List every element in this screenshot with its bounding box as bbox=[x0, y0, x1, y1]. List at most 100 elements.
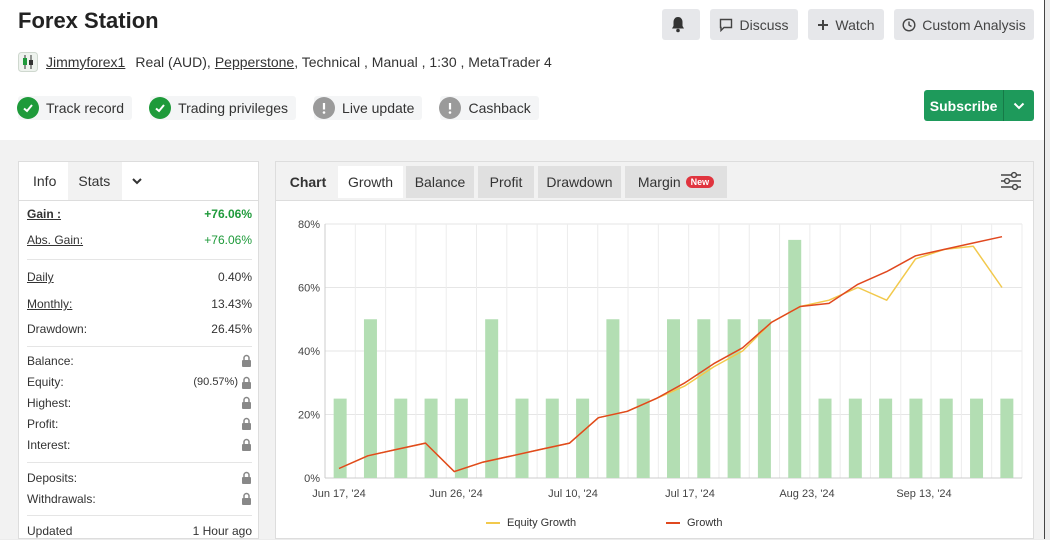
legend-equity-growth[interactable]: Equity Growth bbox=[486, 517, 576, 529]
x-tick-label: Jul 10, '24 bbox=[548, 488, 598, 500]
badge-live-update[interactable]: Live update bbox=[313, 96, 423, 120]
stat-gain: Gain : +76.06% bbox=[27, 207, 252, 221]
lock-icon bbox=[242, 396, 251, 409]
badge-label: Cashback bbox=[468, 100, 531, 116]
stat-daily: Daily 0.40% bbox=[27, 270, 252, 284]
y-tick-label: 20% bbox=[298, 410, 320, 422]
stat-deposits: Deposits: bbox=[27, 471, 252, 485]
badge-track-record[interactable]: Track record bbox=[17, 96, 133, 120]
legend-swatch bbox=[486, 522, 500, 524]
stats-tabs: Info Stats bbox=[19, 162, 258, 201]
x-tick-label: Jun 26, '24 bbox=[429, 488, 482, 500]
y-tick-label: 60% bbox=[298, 283, 320, 295]
verification-badges: Track record Trading privileges Live upd… bbox=[17, 96, 557, 120]
clock-icon bbox=[902, 17, 916, 32]
bar bbox=[485, 319, 499, 478]
x-tick-label: Sep 13, '24 bbox=[896, 488, 951, 500]
legend-swatch bbox=[666, 522, 680, 524]
growth-line bbox=[338, 235, 1003, 473]
check-circle-icon bbox=[149, 97, 172, 119]
stat-balance: Balance: bbox=[27, 354, 252, 368]
stat-updated: Updated 1 Hour ago bbox=[27, 524, 252, 538]
bar bbox=[606, 319, 620, 478]
bar bbox=[970, 398, 984, 478]
lock-icon bbox=[242, 438, 251, 451]
bar bbox=[1000, 398, 1014, 478]
bar bbox=[424, 398, 438, 478]
tab-drawdown[interactable]: Drawdown bbox=[538, 166, 621, 198]
x-tick-label: Jun 17, '24 bbox=[312, 488, 365, 500]
custom-analysis-button[interactable]: Custom Analysis bbox=[894, 9, 1034, 40]
bar bbox=[909, 398, 923, 478]
lock-icon bbox=[242, 471, 251, 484]
bar bbox=[636, 398, 650, 478]
bar bbox=[727, 319, 741, 478]
bar bbox=[576, 398, 590, 478]
lock-icon bbox=[242, 492, 251, 505]
tab-balance[interactable]: Balance bbox=[406, 166, 474, 198]
account-info-line: Jimmyforex1 Real (AUD), Pepperstone , Te… bbox=[18, 52, 552, 72]
header-section: Forex Station Discuss Watch Custom Analy… bbox=[0, 0, 1044, 150]
tab-growth[interactable]: Growth bbox=[338, 166, 403, 198]
bar bbox=[454, 398, 468, 478]
stats-panel: Info Stats Gain : +76.06% Abs. Gain: +76.0… bbox=[18, 161, 259, 539]
badge-label: Track record bbox=[46, 100, 125, 116]
bar bbox=[394, 398, 408, 478]
legend-growth[interactable]: Growth bbox=[666, 517, 722, 529]
discuss-button[interactable]: Discuss bbox=[710, 9, 798, 40]
sliders-icon bbox=[1001, 171, 1021, 191]
comment-icon bbox=[720, 18, 733, 32]
discuss-label: Discuss bbox=[739, 16, 789, 33]
chart-panel: Chart Growth Balance Profit Drawdown Mar… bbox=[275, 161, 1034, 539]
tab-margin[interactable]: Margin New bbox=[625, 166, 727, 198]
check-circle-icon bbox=[17, 97, 39, 119]
watch-label: Watch bbox=[835, 16, 875, 33]
chevron-down-icon bbox=[1013, 102, 1025, 109]
bar bbox=[697, 319, 711, 478]
bar bbox=[667, 319, 680, 478]
stat-highest: Highest: bbox=[27, 396, 252, 410]
tab-stats[interactable]: Stats bbox=[68, 162, 123, 200]
badge-trading-privileges[interactable]: Trading privileges bbox=[149, 96, 297, 120]
x-tick-label: Aug 23, '24 bbox=[779, 488, 834, 500]
bar bbox=[333, 398, 347, 478]
watch-button[interactable]: Watch bbox=[808, 9, 884, 40]
notification-button[interactable] bbox=[662, 9, 700, 40]
bar bbox=[363, 319, 377, 478]
exclamation-circle-icon bbox=[439, 97, 462, 119]
tabs-more-dropdown[interactable] bbox=[122, 162, 150, 200]
x-tick-label: Jul 17, '24 bbox=[665, 488, 715, 500]
bar bbox=[848, 398, 862, 478]
username-link[interactable]: Jimmyforex1 bbox=[46, 54, 126, 70]
bar bbox=[818, 398, 832, 478]
bar bbox=[545, 398, 559, 478]
tab-profit[interactable]: Profit bbox=[478, 166, 534, 198]
stat-abs-gain: Abs. Gain: +76.06% bbox=[27, 233, 252, 247]
account-type: Real (AUD), bbox=[135, 54, 211, 70]
badge-cashback[interactable]: Cashback bbox=[439, 96, 539, 120]
chevron-down-icon bbox=[132, 177, 142, 184]
candlestick-icon bbox=[18, 52, 38, 72]
stat-monthly: Monthly: 13.43% bbox=[27, 297, 252, 311]
lock-icon bbox=[242, 354, 251, 367]
bar bbox=[939, 398, 953, 478]
bell-icon bbox=[672, 17, 684, 33]
stat-withdrawals: Withdrawals: bbox=[27, 492, 252, 506]
bar bbox=[879, 398, 893, 478]
stat-drawdown: Drawdown: 26.45% bbox=[27, 322, 252, 336]
chart-settings-button[interactable] bbox=[1000, 171, 1022, 196]
lock-icon bbox=[242, 417, 251, 430]
badge-label: Live update bbox=[342, 100, 415, 116]
subscribe-dropdown-toggle[interactable] bbox=[1003, 90, 1034, 121]
chart-tabs: Chart Growth Balance Profit Drawdown Mar… bbox=[276, 162, 1033, 201]
plus-icon bbox=[818, 19, 829, 30]
page-title: Forex Station bbox=[18, 8, 159, 33]
tab-info[interactable]: Info bbox=[33, 173, 57, 189]
y-tick-label: 80% bbox=[298, 219, 320, 231]
lock-icon bbox=[242, 376, 251, 389]
subscribe-button[interactable]: Subscribe bbox=[924, 90, 1034, 121]
account-details: , Technical , Manual , 1:30 , MetaTrader… bbox=[294, 54, 552, 70]
broker-link[interactable]: Pepperstone bbox=[214, 54, 295, 70]
stat-profit: Profit: bbox=[27, 417, 252, 431]
bar bbox=[788, 239, 802, 478]
